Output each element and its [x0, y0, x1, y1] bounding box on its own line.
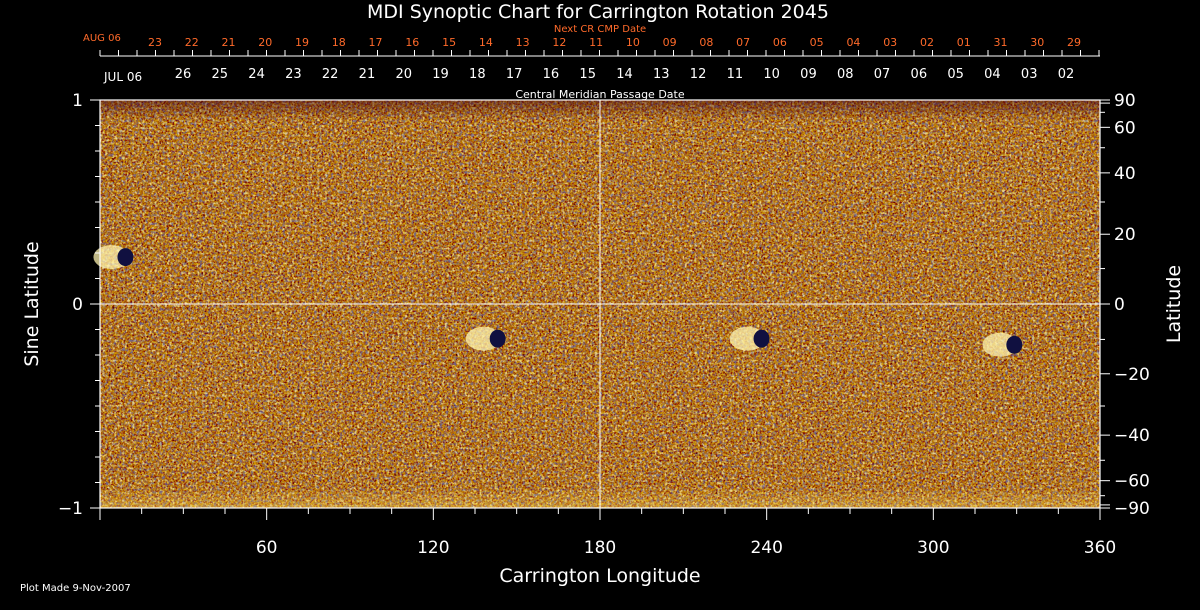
x-tick-label: 300 [917, 538, 949, 558]
cmp-date-label: 22 [322, 67, 339, 82]
active-region [729, 326, 770, 351]
cmp-date-label: 18 [469, 67, 486, 82]
chart-title: MDI Synoptic Chart for Carrington Rotati… [367, 1, 829, 23]
next-cr-date-label: 13 [516, 36, 530, 49]
plot-made-note: Plot Made 9-Nov-2007 [20, 583, 131, 594]
cmp-date-label: 13 [653, 67, 670, 82]
cmp-date-label: 26 [175, 67, 192, 82]
date-axis-ticks [99, 50, 1100, 56]
cmp-date-label: 07 [874, 67, 891, 82]
active-region-negative-patch [753, 329, 770, 348]
x-tick-label: 360 [1084, 538, 1116, 558]
next-cr-date-label: 17 [369, 36, 383, 49]
next-cr-date-label: 09 [663, 36, 677, 49]
next-cr-date-label: 03 [883, 36, 897, 49]
active-region-negative-patch [489, 329, 506, 348]
next-cr-date-label: 11 [589, 36, 603, 49]
cmp-dates: 26 25 24 23 22 21 20 19 18 17 16 15 14 13 12 11 10 09 08 07… [175, 67, 1075, 82]
next-cr-date-label: 06 [773, 36, 787, 49]
x-axis-label: Carrington Longitude [499, 565, 700, 587]
right-y-tick-label: 40 [1114, 164, 1136, 184]
next-cr-month: AUG 06 [83, 33, 121, 44]
right-y-tick-label: 20 [1114, 225, 1136, 245]
next-cr-date-label: 31 [993, 36, 1007, 49]
next-cr-date-label: 23 [148, 36, 162, 49]
next-cr-date-label: 12 [552, 36, 566, 49]
next-cr-date-label: 22 [185, 36, 199, 49]
right-y-tick-label: 90 [1114, 91, 1136, 111]
left-y-axis-label: Sine Latitude [21, 241, 43, 366]
active-region [465, 326, 506, 351]
next-cr-date-label: 07 [736, 36, 750, 49]
cmp-date-label: 06 [911, 67, 928, 82]
cmp-label: Central Meridian Passage Date [515, 88, 684, 101]
active-region [93, 245, 134, 270]
next-cr-date-label: 08 [699, 36, 713, 49]
cmp-date-label: 04 [984, 67, 1001, 82]
x-tick-label: 240 [750, 538, 782, 558]
right-y-tick-label: 60 [1114, 118, 1136, 138]
cmp-date-label: 16 [543, 67, 560, 82]
cmp-date-label: 21 [359, 67, 376, 82]
next-cr-date-label: 10 [626, 36, 640, 49]
left-y-axis-ticks: 1 0 −1 [58, 91, 100, 519]
cmp-date-label: 09 [800, 67, 817, 82]
right-y-axis-ticks: 90 60 40 20 0 −20 −40 −60 −90 [1100, 91, 1150, 519]
next-cr-dates: 23 22 21 20 19 18 17 16 15 14 13 12 11 10 09 08 07 06 05 04… [148, 36, 1081, 49]
cmp-date-label: 10 [763, 67, 780, 82]
cmp-date-label: 05 [947, 67, 964, 82]
cmp-date-label: 02 [1058, 67, 1075, 82]
left-y-tick-label: 0 [72, 295, 83, 315]
right-y-tick-label: −90 [1114, 499, 1150, 519]
cmp-date-label: 15 [579, 67, 596, 82]
next-cr-date-label: 19 [295, 36, 309, 49]
next-cr-date-label: 14 [479, 36, 493, 49]
cmp-date-label: 19 [432, 67, 449, 82]
cmp-month: JUL 06 [103, 70, 142, 84]
cmp-date-label: 25 [212, 67, 229, 82]
next-cr-date-label: 16 [405, 36, 419, 49]
right-y-tick-label: 0 [1114, 295, 1125, 315]
active-region-negative-patch [1006, 335, 1023, 354]
cmp-date-label: 20 [395, 67, 412, 82]
next-cr-date-label: 29 [1067, 36, 1081, 49]
x-tick-label: 60 [256, 538, 278, 558]
cmp-date-label: 17 [506, 67, 523, 82]
next-cr-date-label: 05 [810, 36, 824, 49]
right-y-axis-label: Latitude [1163, 265, 1185, 343]
next-cr-date-label: 18 [332, 36, 346, 49]
cmp-date-label: 11 [727, 67, 744, 82]
left-y-tick-label: 1 [72, 91, 83, 111]
x-axis-ticks: 60 120 180 240 300 360 [99, 508, 1116, 558]
x-tick-label: 180 [584, 538, 616, 558]
right-y-tick-label: −40 [1114, 426, 1150, 446]
cmp-date-label: 08 [837, 67, 854, 82]
left-y-tick-label: −1 [58, 499, 83, 519]
next-cr-date-label: 04 [846, 36, 860, 49]
next-cr-label: Next CR CMP Date [554, 24, 646, 35]
next-cr-date-label: 02 [920, 36, 934, 49]
cmp-date-label: 14 [616, 67, 633, 82]
cmp-date-label: 03 [1021, 67, 1038, 82]
next-cr-date-label: 15 [442, 36, 456, 49]
cmp-date-label: 12 [690, 67, 707, 82]
x-tick-label: 120 [417, 538, 449, 558]
active-region-negative-patch [117, 248, 134, 267]
cmp-date-label: 24 [248, 67, 265, 82]
next-cr-date-label: 30 [1030, 36, 1044, 49]
next-cr-date-label: 01 [957, 36, 971, 49]
right-y-tick-label: −20 [1114, 365, 1150, 385]
right-y-tick-label: −60 [1114, 472, 1150, 492]
active-regions [93, 245, 1023, 357]
active-region [982, 332, 1023, 357]
next-cr-date-label: 21 [222, 36, 236, 49]
cmp-date-label: 23 [285, 67, 302, 82]
next-cr-date-label: 20 [258, 36, 272, 49]
